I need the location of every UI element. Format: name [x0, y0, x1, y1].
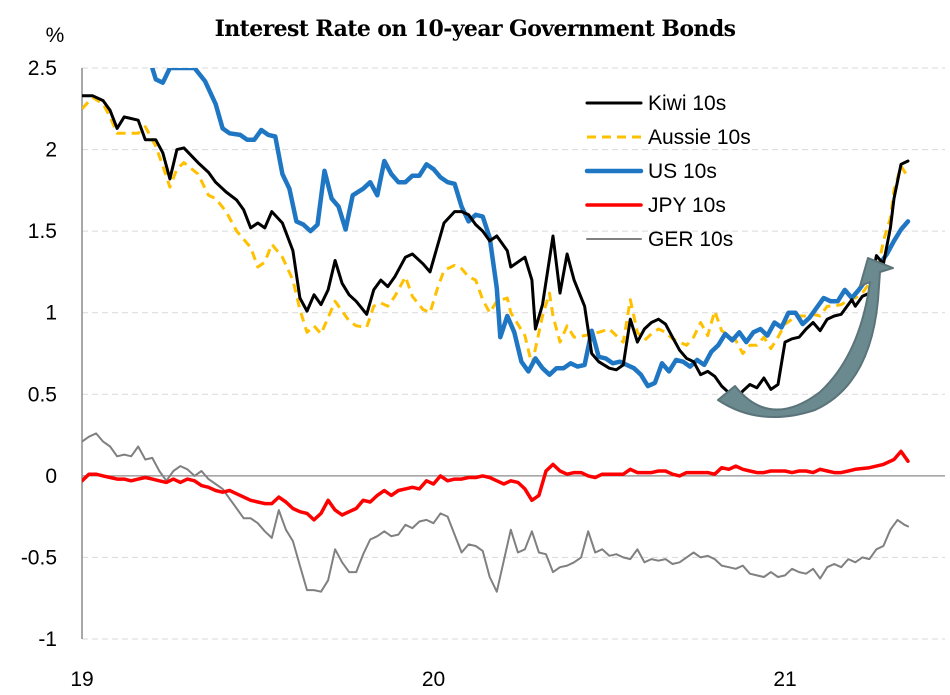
y-tick-label: 1	[45, 302, 57, 325]
y-tick-label: 0.5	[28, 383, 57, 406]
y-axis-unit-label: %	[46, 24, 65, 47]
legend-item-kiwi-10s: Kiwi 10s	[585, 92, 726, 115]
y-tick-label: -0.5	[21, 546, 57, 569]
y-axis-ticks: 2.5 2 1.5 1 0.5 0 -0.5 -1	[21, 57, 57, 651]
y-tick-label: -1	[38, 628, 57, 651]
legend-item-jpy-10s: JPY 10s	[585, 194, 726, 217]
curved-arrow-icon	[717, 257, 894, 419]
y-tick-label: 0	[45, 465, 57, 488]
y-tick-label: 1.5	[28, 220, 57, 243]
y-tick-label: 2	[45, 139, 57, 162]
legend: Kiwi 10s Aussie 10s US 10s JPY 10s GER 10s	[584, 92, 751, 251]
series-line-us-10s	[150, 68, 911, 389]
x-tick-label: 21	[773, 668, 796, 691]
legend-label: GER 10s	[648, 228, 733, 251]
legend-item-aussie-10s: Aussie 10s	[587, 126, 751, 149]
legend-item-ger-10s: GER 10s	[586, 228, 733, 251]
legend-label: Kiwi 10s	[648, 92, 726, 115]
series-line-ger-10s	[82, 432, 909, 593]
chart-title: Interest Rate on 10-year Government Bond…	[215, 16, 736, 42]
legend-label: JPY 10s	[648, 194, 726, 217]
x-tick-label: 19	[70, 668, 93, 691]
legend-label: Aussie 10s	[648, 126, 751, 149]
legend-item-us-10s: US 10s	[584, 160, 717, 183]
upward-arrow-annotation	[717, 257, 894, 419]
y-tick-label: 2.5	[28, 57, 57, 80]
series-line-jpy-10s	[82, 449, 910, 522]
x-tick-label: 20	[422, 668, 445, 691]
series-layer	[82, 68, 911, 593]
series-line-kiwi-10s	[82, 94, 910, 401]
legend-label: US 10s	[648, 160, 717, 183]
x-axis-ticks: 19 20 21	[70, 668, 796, 691]
gridlines	[82, 67, 945, 640]
